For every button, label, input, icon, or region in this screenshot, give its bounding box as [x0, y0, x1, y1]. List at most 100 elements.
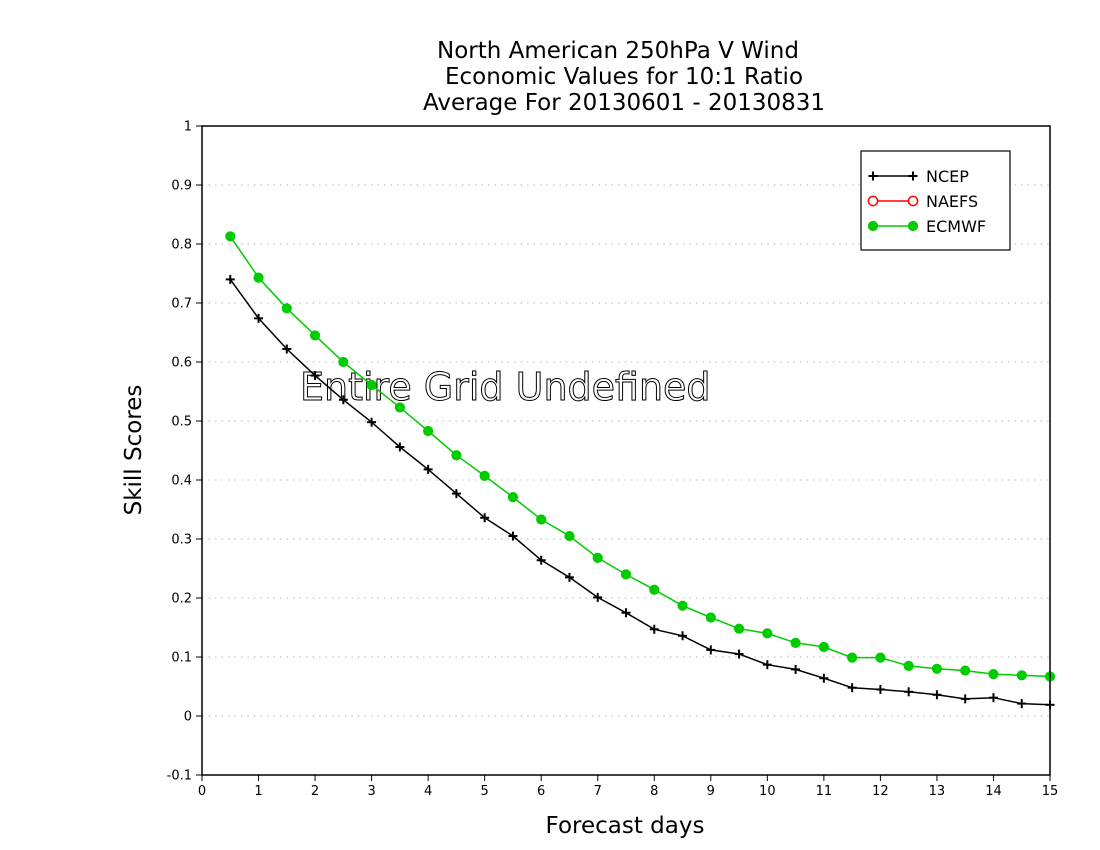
- y-tick-label: 0.4: [171, 474, 192, 489]
- legend-marker-naefs: [907, 195, 919, 207]
- x-axis-label: Forecast days: [546, 813, 705, 839]
- data-point-ecmwf: [592, 552, 603, 563]
- data-point-ecmwf: [536, 514, 547, 525]
- data-point-ecmwf: [338, 356, 349, 368]
- y-tick-label: 0.7: [171, 297, 192, 312]
- series-ecmwf: [225, 231, 1056, 682]
- legend-marker-ncep: [868, 171, 878, 181]
- legend-label-ecmwf: ECMWF: [926, 217, 986, 236]
- annotation-text: Entire Grid Undefined: [300, 365, 711, 409]
- series-line-ncep: [229, 278, 1051, 706]
- x-tick-label: 4: [424, 784, 432, 799]
- x-tick-label: 8: [650, 784, 658, 799]
- data-point-ecmwf: [875, 652, 886, 663]
- data-point-ecmwf: [423, 425, 434, 437]
- data-point-ncep: [621, 608, 631, 618]
- x-tick-label: 13: [929, 784, 946, 799]
- data-point-ecmwf: [988, 669, 999, 680]
- x-tick-label: 6: [537, 784, 545, 799]
- data-point-ecmwf: [281, 303, 292, 314]
- data-point-ecmwf: [931, 663, 943, 674]
- data-point-ecmwf: [394, 402, 405, 413]
- legend-label-naefs: NAEFS: [926, 192, 978, 211]
- x-tick-label: 2: [311, 784, 319, 799]
- data-point-ecmwf: [705, 612, 716, 623]
- data-point-ncep: [423, 464, 433, 474]
- series-layer: [225, 231, 1056, 710]
- data-point-ncep: [875, 684, 885, 694]
- data-point-ncep: [593, 592, 603, 602]
- data-point-ncep: [791, 664, 801, 674]
- x-tick-label: 11: [816, 784, 833, 799]
- data-point-ncep: [706, 645, 716, 655]
- data-point-ecmwf: [677, 600, 688, 611]
- x-tick-label: 14: [985, 784, 1002, 799]
- data-point-ecmwf: [733, 623, 745, 634]
- data-point-ecmwf: [451, 450, 462, 461]
- data-point-ecmwf: [253, 272, 264, 283]
- y-tick-label: 0.1: [171, 651, 192, 666]
- plot-frame: [201, 125, 1051, 776]
- legend-marker-naefs: [867, 195, 879, 207]
- x-tick-label: 5: [481, 784, 489, 799]
- x-tick-label: 7: [594, 784, 602, 799]
- y-tick-label: 0.2: [171, 592, 192, 607]
- chart-title: North American 250hPa V Wind Economic Va…: [423, 38, 825, 116]
- title-line-2: Economic Values for 10:1 Ratio: [445, 64, 803, 90]
- y-tick-label: 0.8: [171, 238, 192, 253]
- data-point-ncep: [536, 555, 546, 565]
- data-point-ncep: [508, 531, 518, 541]
- series-line-ecmwf: [229, 235, 1051, 678]
- data-point-ecmwf: [790, 637, 801, 648]
- data-point-ncep: [338, 395, 348, 405]
- x-tick-label: 15: [1042, 784, 1059, 799]
- y-tick-label: 0.6: [171, 356, 192, 371]
- data-point-ecmwf: [479, 470, 490, 481]
- x-tick-label: 3: [367, 784, 375, 799]
- y-tick-label: -0.1: [167, 769, 192, 784]
- data-point-ecmwf: [309, 330, 321, 341]
- x-tick-label: 0: [198, 784, 206, 799]
- y-axis-label: Skill Scores: [121, 385, 147, 516]
- data-point-ecmwf: [564, 530, 575, 542]
- data-point-ecmwf: [847, 652, 858, 663]
- y-tick-label: 0.3: [171, 533, 192, 548]
- data-point-ecmwf: [818, 641, 829, 653]
- y-tick-label: 1: [184, 120, 192, 135]
- data-point-ecmwf: [903, 660, 914, 671]
- series-ncep: [225, 274, 1055, 710]
- legend-marker-ecmwf: [907, 220, 919, 232]
- legend-marker-ecmwf: [867, 220, 879, 232]
- data-point-ecmwf: [649, 584, 660, 595]
- data-point-ecmwf: [1016, 670, 1027, 681]
- legend-item-naefs: NAEFS: [867, 192, 978, 211]
- y-tick-label: 0.9: [171, 179, 192, 194]
- legend-marker-ncep: [908, 171, 918, 181]
- data-point-ecmwf: [225, 231, 236, 242]
- data-point-ncep: [451, 489, 461, 499]
- y-tick-label: 0.5: [171, 415, 192, 430]
- data-point-ncep: [1017, 699, 1027, 709]
- data-point-ncep: [395, 442, 405, 452]
- legend-item-ncep: NCEP: [868, 167, 969, 186]
- data-point-ncep: [225, 274, 235, 284]
- x-tick-label: 10: [759, 784, 776, 799]
- data-point-ncep: [282, 344, 292, 354]
- data-point-ncep: [734, 649, 744, 659]
- data-point-ecmwf: [620, 569, 632, 580]
- y-tick-label: 0: [184, 710, 192, 725]
- data-point-ncep: [678, 631, 688, 641]
- legend: NCEP NAEFS ECMWF: [860, 150, 1011, 251]
- data-point-ncep: [960, 694, 970, 704]
- data-point-ncep: [649, 624, 659, 634]
- data-point-ncep: [480, 513, 490, 523]
- data-point-ncep: [847, 683, 857, 693]
- data-point-ecmwf: [366, 379, 377, 391]
- x-tick-label: 9: [707, 784, 715, 799]
- data-point-ncep: [988, 693, 998, 703]
- legend-label-ncep: NCEP: [926, 167, 969, 186]
- data-point-ecmwf: [762, 628, 773, 639]
- data-point-ncep: [254, 313, 264, 323]
- data-point-ncep: [904, 687, 914, 697]
